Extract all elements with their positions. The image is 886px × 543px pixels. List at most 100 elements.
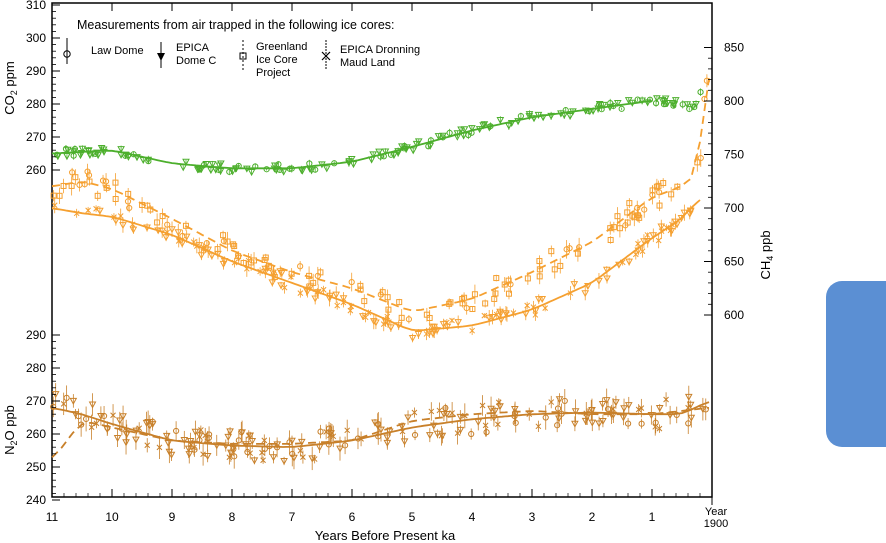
ch4-axis-tick: 800 (704, 94, 744, 108)
n2o-point (336, 436, 344, 461)
x-axis-tick-label: 11 (46, 510, 59, 524)
legend-label-epica-line2: Dome C (176, 55, 216, 67)
legend-item-epica-dome-c: EPICA Dome C (157, 42, 216, 68)
n2o-point (702, 398, 709, 421)
n2o-axis-tick-label: 290 (26, 328, 46, 342)
co2-point (425, 143, 432, 150)
n2o-point (483, 427, 490, 437)
n2o-point (571, 416, 579, 432)
ch4-epica-point (281, 281, 288, 294)
ch4-greenland-point (668, 187, 675, 202)
ch4-greenland-point (72, 169, 79, 186)
co2-axis: 260 270 280 290 300 310 (26, 0, 60, 177)
n2o-axis-tick-label: 250 (26, 460, 46, 474)
n2o-point (110, 404, 116, 427)
co2-point (566, 112, 574, 121)
ch4-greenland-point (99, 174, 107, 187)
n2o-point (50, 396, 57, 418)
n2o-point (588, 400, 595, 420)
legend-label-greenland-line2: Ice Core (256, 54, 298, 66)
ch4-greenland-point (112, 173, 119, 193)
n2o-point (286, 430, 293, 455)
n2o-point (438, 425, 445, 446)
co2-point (652, 99, 660, 107)
n2o-point (238, 422, 245, 442)
legend-title: Measurements from air trapped in the fol… (77, 18, 395, 32)
n2o-axis-tick: 280 (26, 361, 60, 375)
ch4-greenland-point (469, 306, 476, 313)
n2o-point (231, 444, 238, 469)
ch4-epica-point (332, 286, 341, 303)
ch4-greenland-point (154, 213, 161, 232)
ch4-greenland-point (231, 242, 238, 250)
n2o-point (663, 392, 669, 407)
ch4-epica-point (93, 205, 99, 213)
ch4-epica-point (534, 294, 543, 305)
co2-point (439, 132, 447, 140)
ch4-greenland-point (626, 198, 633, 209)
ch4-greenland-point (423, 307, 430, 322)
plot-frame (51, 2, 713, 498)
ch4-epica-point (667, 225, 676, 237)
n2o-point (554, 418, 561, 433)
n2o-axis-tick: 270 (26, 394, 60, 408)
ch4-epica-point (655, 232, 662, 249)
ch4-epica-point (277, 281, 285, 290)
n2o-axis-label: N2O ppb (2, 405, 19, 455)
ch4-greenland-point (471, 284, 478, 304)
ch4-epica-point (449, 317, 455, 324)
ch4-greenland-point (84, 163, 91, 180)
ch4-epica-point (481, 312, 488, 319)
n2o-point (425, 428, 434, 443)
n2o-point (652, 411, 659, 434)
side-tab[interactable] (826, 281, 886, 447)
n2o-point (203, 449, 212, 463)
n2o-point (555, 393, 564, 406)
ch4-epica-point (311, 292, 320, 305)
co2-axis-tick-label: 280 (26, 97, 46, 111)
ch4-greenland-point (112, 192, 119, 206)
n2o-point (246, 431, 255, 440)
x-axis-tick: 5 (409, 3, 416, 524)
x-axis-tick-label: 6 (349, 510, 356, 524)
ch4-greenland-point (261, 257, 268, 264)
n2o-point (119, 405, 127, 427)
n2o-point (97, 406, 105, 426)
ch4-axis-tick: 750 (704, 148, 744, 162)
n2o-point (224, 431, 233, 443)
ch4-greenland-point (220, 230, 227, 240)
n2o-point (69, 394, 78, 408)
ch4-greenland-point (220, 237, 227, 245)
n2o-point (344, 419, 351, 441)
co2-point (624, 97, 633, 105)
co2-point (279, 168, 288, 176)
n2o-point (145, 415, 154, 436)
co2-point (312, 166, 319, 173)
n2o-axis-tick-label: 260 (26, 427, 46, 441)
n2o-point (317, 424, 324, 439)
legend-label-greenland-line3: Project (256, 67, 290, 79)
ch4-trend-epica (51, 199, 701, 332)
ch4-data-points (50, 74, 711, 343)
n2o-axis-tick-label: 240 (26, 493, 46, 507)
co2-point (63, 153, 71, 161)
ch4-epica-point (117, 208, 124, 224)
co2-axis-tick-label: 270 (26, 130, 46, 144)
n2o-point (156, 435, 163, 460)
n2o-point (595, 416, 603, 431)
n2o-point (428, 402, 435, 421)
ch4-greenland-point (361, 294, 368, 308)
ch4-trend-lines (51, 78, 710, 332)
ch4-epica-point (521, 307, 530, 321)
n2o-point (113, 429, 122, 448)
ch4-epica-point (334, 301, 341, 310)
n2o-point (474, 413, 483, 431)
n2o-axis-tick: 260 (26, 427, 60, 441)
n2o-point (195, 427, 204, 444)
x-axis-tick: 6 (349, 3, 356, 524)
ch4-epica-point (532, 309, 539, 321)
n2o-point (341, 436, 349, 455)
n2o-point (83, 406, 90, 432)
legend-label-edml-line2: Maud Land (340, 57, 395, 69)
ch4-epica-point (496, 306, 504, 318)
